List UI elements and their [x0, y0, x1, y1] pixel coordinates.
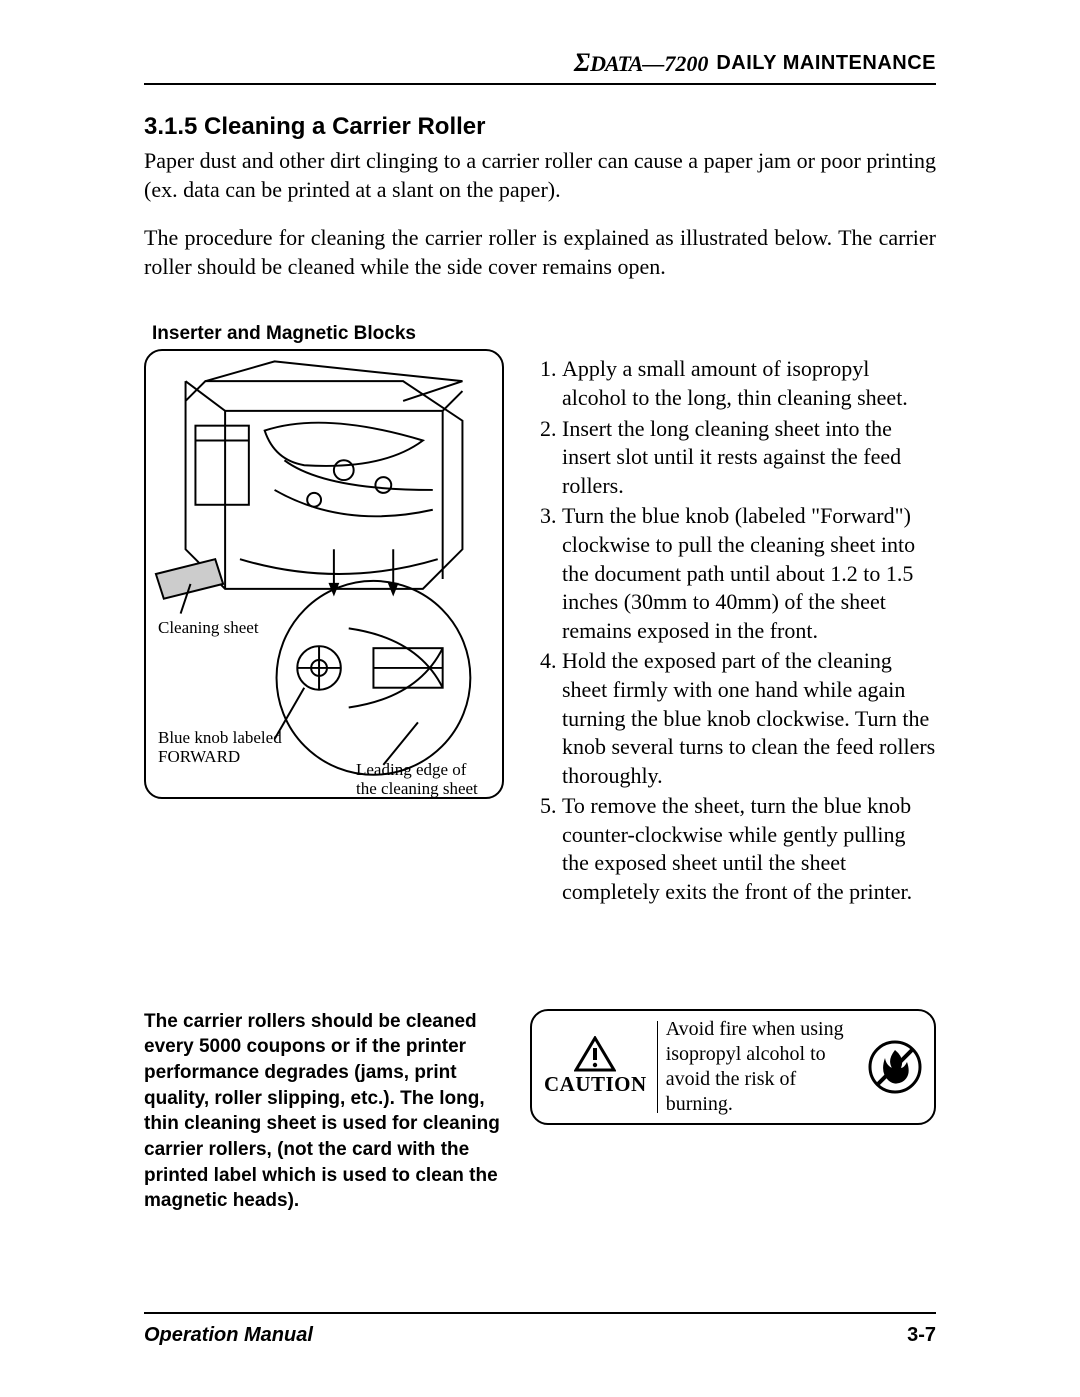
figure-and-steps-row: Cleaning sheet Blue knob labeled FORWARD…	[144, 349, 936, 908]
figure-label-blue-knob-line2: FORWARD	[158, 747, 240, 766]
caution-box: CAUTION Avoid fire when using isopropyl …	[530, 1009, 936, 1125]
header-title: DAILY MAINTENANCE	[716, 52, 936, 75]
page-header: Σ DATA — 7200 DAILY MAINTENANCE	[144, 50, 936, 77]
header-rule	[144, 83, 936, 85]
step-5: To remove the sheet, turn the blue knob …	[562, 792, 936, 906]
figure-label-blue-knob-line1: Blue knob labeled	[158, 728, 282, 747]
footer-row: Operation Manual 3-7	[144, 1324, 936, 1347]
figure-label-leading-edge: Leading edge of the cleaning sheet	[356, 761, 478, 798]
no-fire-icon	[868, 1040, 922, 1094]
intro-paragraph-1: Paper dust and other dirt clinging to a …	[144, 147, 936, 204]
brand-sigma: Σ	[574, 50, 590, 76]
caution-left: CAUTION	[544, 1021, 658, 1113]
brand-model: 7200	[664, 51, 708, 77]
step-1: Apply a small amount of isopropyl alcoho…	[562, 355, 936, 412]
step-4: Hold the exposed part of the cleaning sh…	[562, 647, 936, 790]
figure-label-blue-knob: Blue knob labeled FORWARD	[158, 729, 282, 766]
footer-rule	[144, 1312, 936, 1314]
page-footer: Operation Manual 3-7	[144, 1312, 936, 1347]
caution-text: Avoid fire when using isopropyl alcohol …	[666, 1017, 860, 1117]
warning-triangle-icon	[574, 1036, 616, 1072]
brand-dash: —	[642, 51, 664, 77]
step-2: Insert the long cleaning sheet into the …	[562, 415, 936, 501]
note-and-caution-row: The carrier rollers should be cleaned ev…	[144, 1009, 936, 1214]
figure-title: Inserter and Magnetic Blocks	[152, 323, 936, 345]
brand-data: DATA	[590, 51, 642, 77]
procedure-steps: Apply a small amount of isopropyl alcoho…	[530, 349, 936, 908]
section-heading: 3.1.5 Cleaning a Carrier Roller	[144, 113, 936, 141]
brand-logo: Σ DATA — 7200	[574, 50, 708, 77]
intro-paragraph-2: The procedure for cleaning the carrier r…	[144, 224, 936, 281]
footer-manual-title: Operation Manual	[144, 1324, 313, 1347]
figure-label-cleaning-sheet: Cleaning sheet	[158, 619, 259, 638]
caution-label: CAUTION	[544, 1072, 647, 1097]
figure-label-leading-line1: Leading edge of	[356, 760, 466, 779]
figure-label-leading-line2: the cleaning sheet	[356, 779, 478, 798]
footer-page-number: 3-7	[907, 1324, 936, 1347]
step-3: Turn the blue knob (labeled "Forward") c…	[562, 502, 936, 645]
maintenance-note: The carrier rollers should be cleaned ev…	[144, 1009, 504, 1214]
figure-box: Cleaning sheet Blue knob labeled FORWARD…	[144, 349, 504, 799]
